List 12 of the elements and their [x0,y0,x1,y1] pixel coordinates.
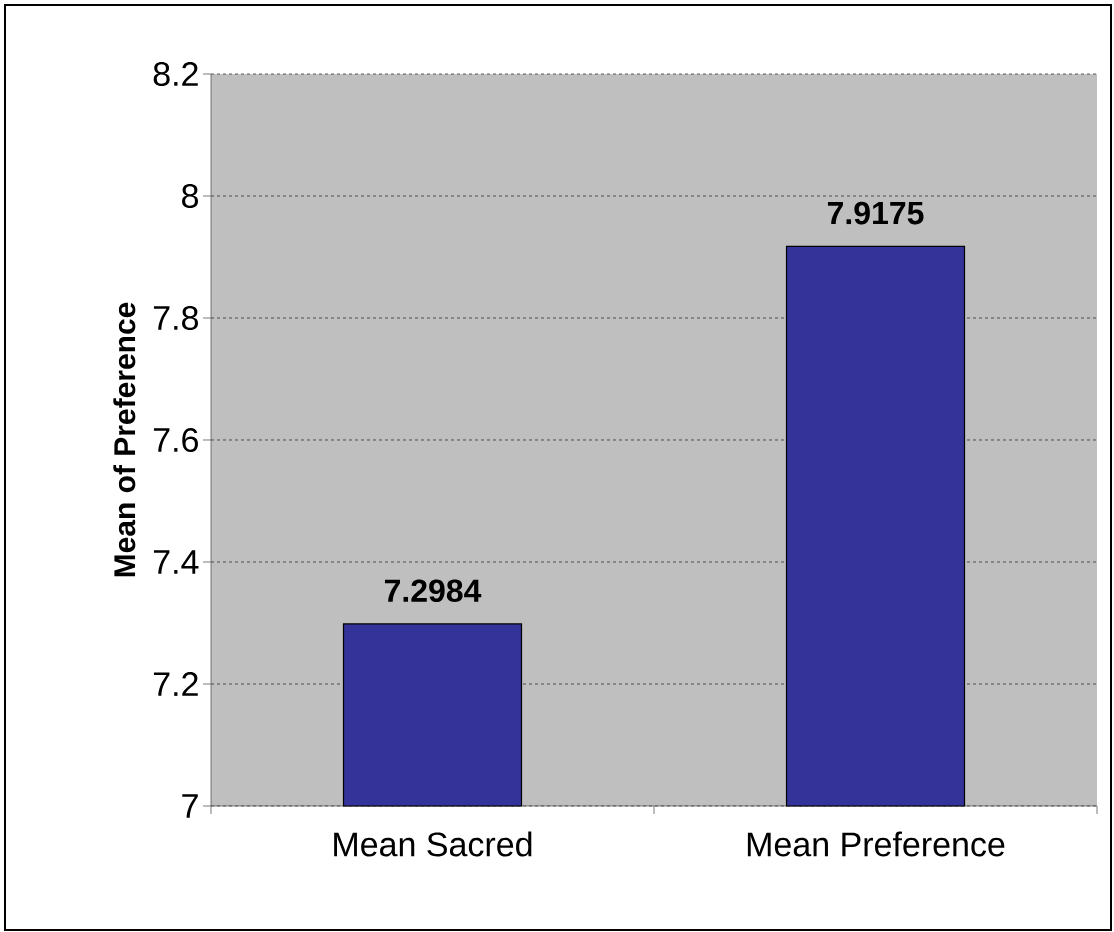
y-tick-label: 7.6 [153,427,198,453]
x-tick-label: Mean Preference [747,831,1005,857]
y-axis-title: Mean of Preference [113,302,136,577]
y-tick-label: 7 [182,794,198,818]
y-tick-label: 8 [182,183,198,209]
y-tick-label: 7.8 [153,305,198,331]
y-tick-label: 8.2 [153,61,198,87]
data-label: 7.9175 [827,201,924,225]
y-tick-label: 7.2 [153,672,198,696]
data-label: 7.2984 [384,579,482,603]
x-tick-label: Mean Sacred [334,831,532,857]
y-tick-label: 7.4 [153,550,199,574]
